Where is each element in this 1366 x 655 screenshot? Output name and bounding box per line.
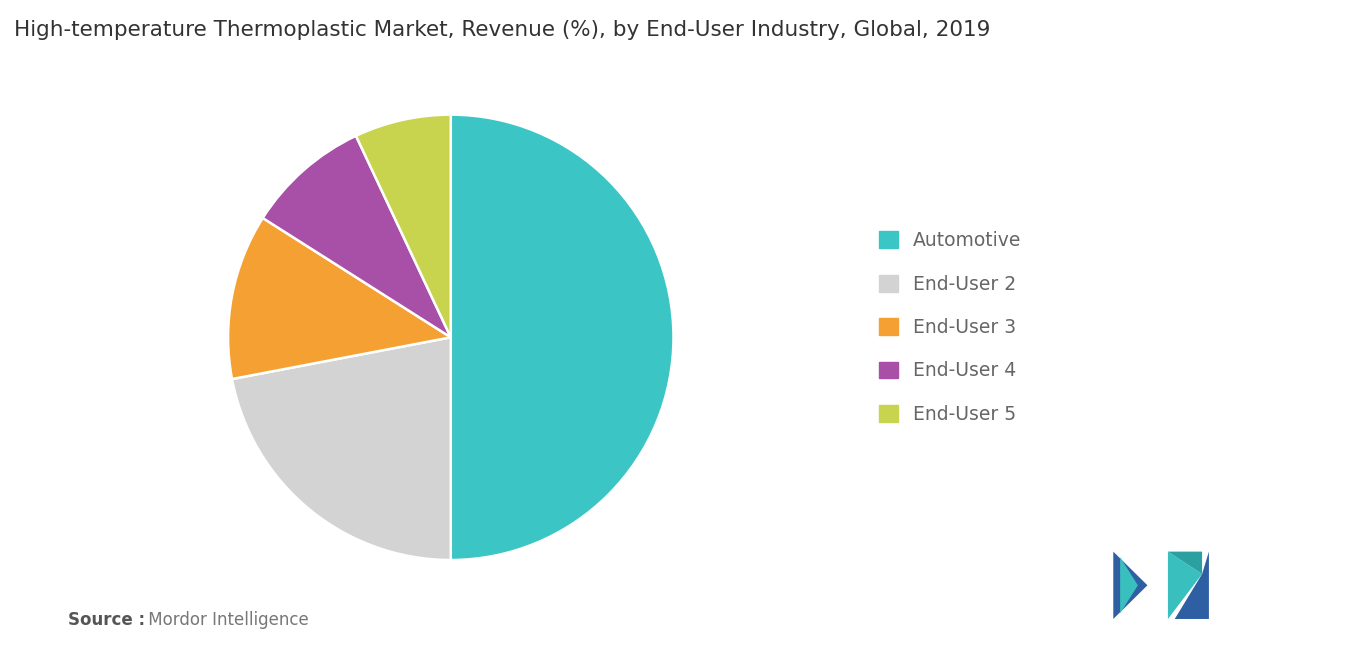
Wedge shape bbox=[232, 337, 451, 560]
Wedge shape bbox=[451, 115, 673, 560]
Polygon shape bbox=[1113, 552, 1147, 619]
Legend: Automotive, End-User 2, End-User 3, End-User 4, End-User 5: Automotive, End-User 2, End-User 3, End-… bbox=[870, 222, 1031, 433]
Polygon shape bbox=[1120, 557, 1138, 613]
Text: Source :: Source : bbox=[68, 611, 145, 629]
Text: Mordor Intelligence: Mordor Intelligence bbox=[143, 611, 309, 629]
Wedge shape bbox=[262, 136, 451, 337]
Text: High-temperature Thermoplastic Market, Revenue (%), by End-User Industry, Global: High-temperature Thermoplastic Market, R… bbox=[14, 20, 990, 40]
Polygon shape bbox=[1175, 552, 1209, 619]
Wedge shape bbox=[228, 218, 451, 379]
Wedge shape bbox=[357, 115, 451, 337]
Polygon shape bbox=[1168, 552, 1202, 619]
Polygon shape bbox=[1168, 552, 1202, 574]
